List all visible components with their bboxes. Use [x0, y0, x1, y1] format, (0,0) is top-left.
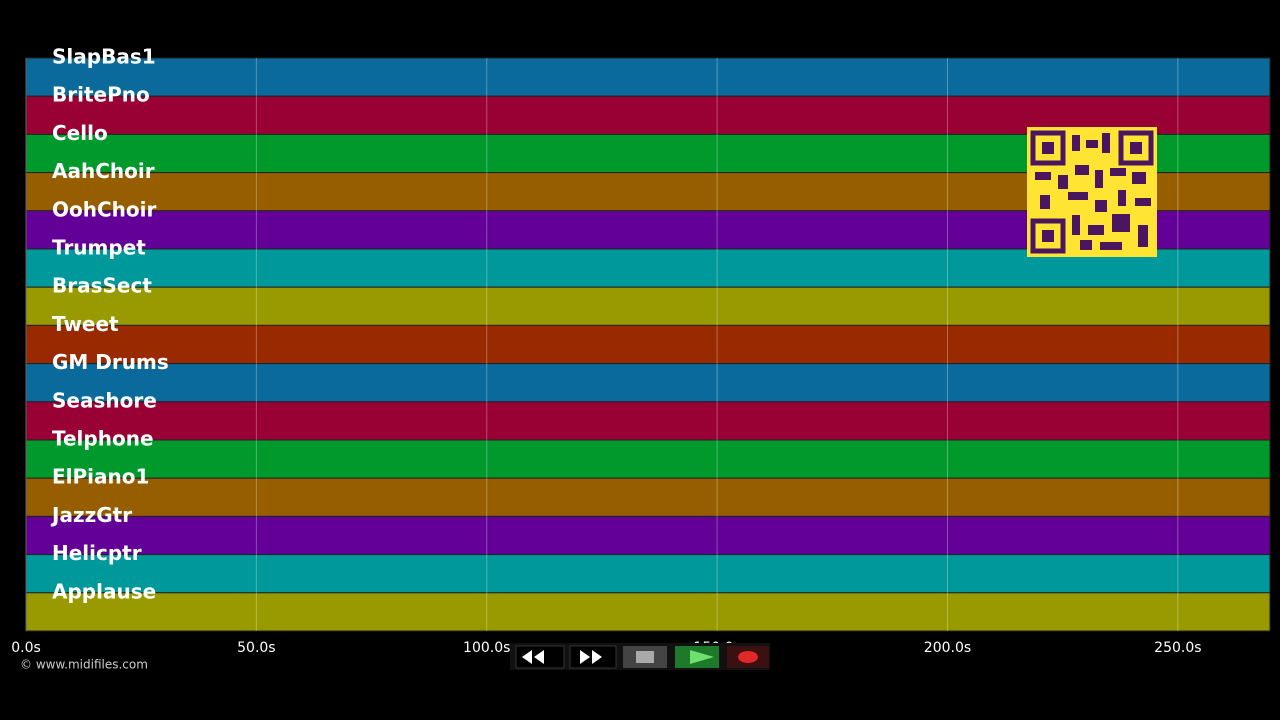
- track-lane: [25, 363, 1271, 403]
- track-name: Tweet: [52, 312, 119, 336]
- transport-controls: [510, 643, 770, 670]
- track-lane: [25, 592, 1271, 632]
- play-button[interactable]: [675, 646, 719, 668]
- track-name: JazzGtr: [50, 503, 132, 527]
- track-name: Trumpet: [52, 236, 146, 260]
- track-lane: [25, 324, 1271, 365]
- tick-label: 0.0s: [11, 640, 41, 656]
- track-name: GM Drums: [52, 350, 169, 374]
- record-button[interactable]: [727, 646, 769, 668]
- track-name: SlapBas1: [52, 45, 156, 69]
- track-name: Applause: [52, 579, 156, 603]
- rewind-button[interactable]: [515, 645, 565, 669]
- copyright: © www.midifiles.com: [20, 658, 148, 672]
- track-name: BritePno: [52, 83, 150, 107]
- tick-label: 250.0s: [1154, 640, 1201, 656]
- track-lane: [25, 515, 1271, 556]
- track-lane: [25, 477, 1271, 517]
- tick-label: 200.0s: [924, 640, 971, 656]
- track-lane: [25, 554, 1271, 594]
- tick-label: 100.0s: [463, 640, 510, 656]
- stop-button[interactable]: [623, 646, 667, 668]
- qr-code: [1027, 127, 1157, 257]
- track-name: Telphone: [52, 427, 154, 451]
- track-lane: [25, 57, 1271, 97]
- track-lane: [25, 439, 1271, 479]
- track-lane: [25, 401, 1271, 441]
- grid: [25, 58, 1179, 631]
- track-labels: SlapBas1 BritePno Cello AahChoir OohChoir Tru…: [50, 45, 169, 604]
- track-name: OohChoir: [52, 197, 156, 221]
- track-lane: [25, 286, 1271, 326]
- track-name: AahChoir: [52, 159, 155, 183]
- track-name: Cello: [52, 121, 108, 145]
- fast-forward-button[interactable]: [569, 645, 617, 669]
- track-name: BrasSect: [52, 274, 152, 298]
- track-name: Helicptr: [52, 541, 142, 565]
- track-name: ElPiano1: [52, 465, 149, 489]
- tick-label: 50.0s: [237, 640, 275, 656]
- track-name: Seashore: [52, 388, 157, 412]
